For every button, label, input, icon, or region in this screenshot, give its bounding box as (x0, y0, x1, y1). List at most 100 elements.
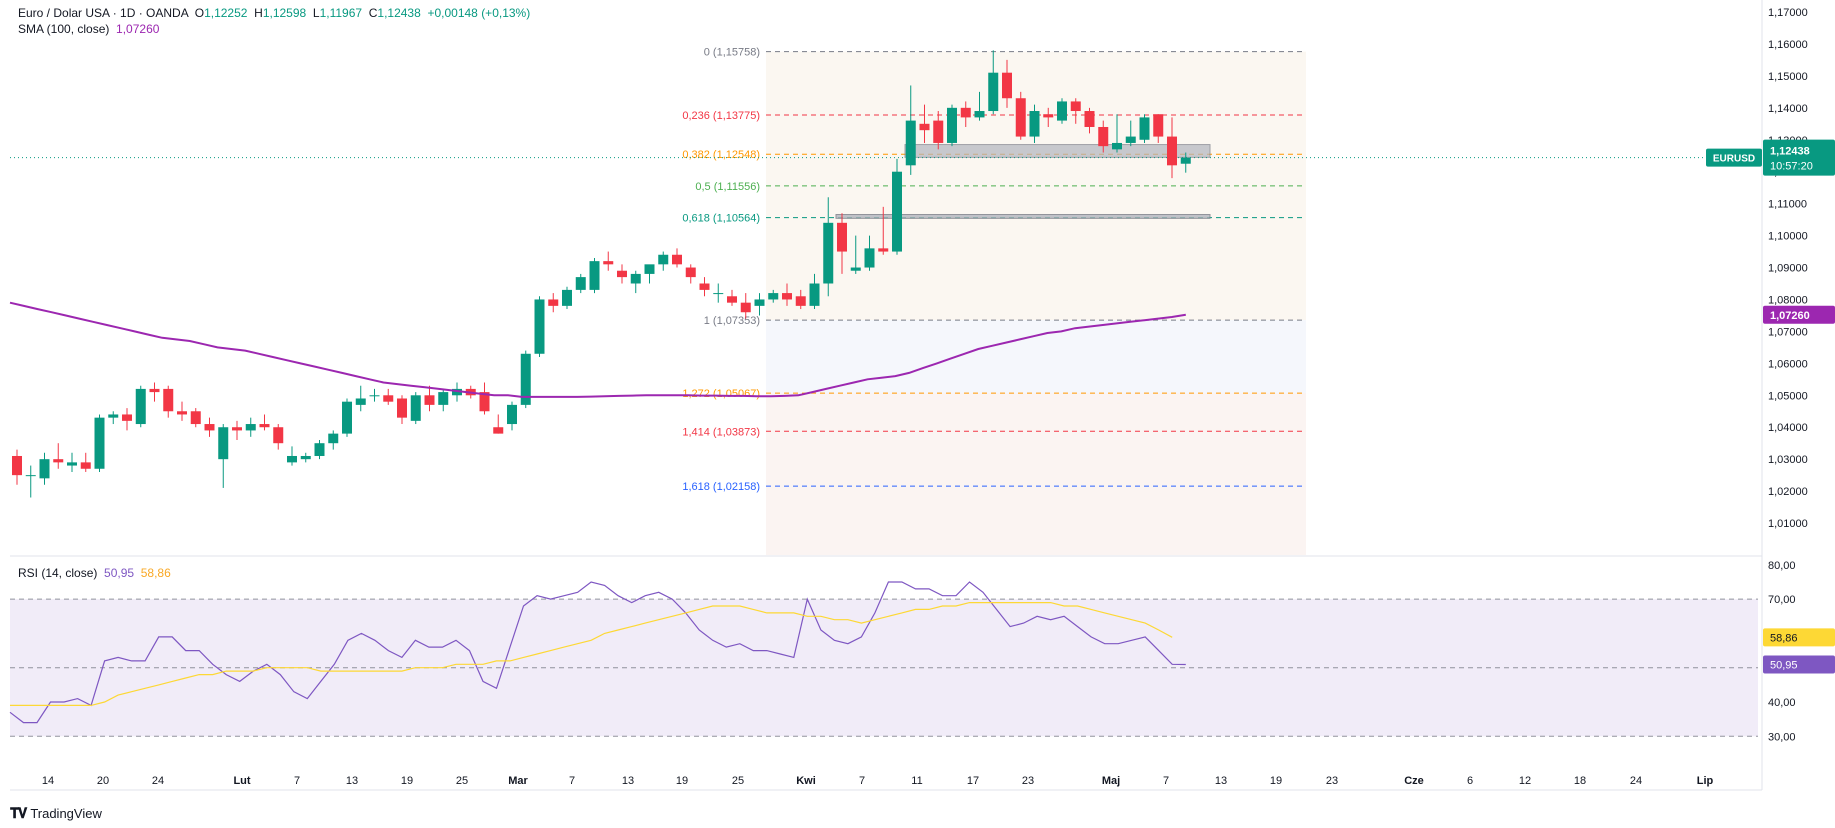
candle-body (1098, 126, 1109, 147)
support-zone-box (904, 144, 1211, 158)
candle-body (12, 455, 22, 476)
low-value: 1,11967 (319, 6, 363, 20)
candle-body (947, 107, 957, 143)
candle-body (1167, 136, 1177, 166)
candle-body (163, 388, 174, 412)
time-axis-label: 14 (42, 775, 54, 787)
time-axis-label: Mar (508, 775, 528, 787)
time-axis-label: Lut (233, 775, 250, 787)
fib-level-label: 1,414 (1,03873) (682, 426, 760, 438)
candle-body (135, 388, 146, 425)
time-axis-label: 24 (152, 775, 164, 787)
candle-body (122, 414, 132, 421)
candle-body (933, 120, 944, 143)
candle-body (658, 254, 669, 265)
candle-body (1057, 101, 1067, 121)
time-axis-label: 20 (97, 775, 109, 787)
candle-body (562, 289, 572, 306)
candle-body (149, 388, 160, 393)
candle-body (960, 107, 971, 118)
rsi-ma-value: 58,86 (140, 566, 171, 580)
candle-body (438, 392, 449, 405)
time-axis-label: 19 (1270, 775, 1282, 787)
candle-body (617, 270, 627, 278)
time-axis-label: 12 (1519, 775, 1531, 787)
tradingview-icon: 𝐓𝐕 (10, 805, 27, 821)
candle-body (1043, 114, 1054, 118)
candle-body (988, 72, 999, 112)
candle-body (837, 222, 847, 252)
price-axis-tick: 1,15000 (1768, 71, 1808, 83)
candle-body (1084, 111, 1095, 127)
candle-body (685, 267, 696, 278)
price-axis-tick: 1,08000 (1768, 294, 1808, 306)
price-axis-tick: 1,06000 (1768, 358, 1808, 370)
rsi-ma-badge-value: 58,86 (1770, 632, 1798, 644)
time-axis-label: 17 (967, 775, 979, 787)
candle-body (1029, 111, 1040, 137)
candle-body (369, 395, 380, 397)
candle-body (644, 264, 655, 274)
candle-body (630, 273, 641, 284)
candle-body (1112, 142, 1122, 150)
candle-body (80, 462, 91, 469)
candle-body (1070, 101, 1081, 112)
candle-body (864, 248, 875, 268)
time-axis-label: 19 (401, 775, 413, 787)
high-value: 1,12598 (262, 6, 307, 20)
change-value: +0,00148 (+0,13%) (427, 6, 531, 20)
rsi-line (9, 581, 1186, 724)
rsi-axis-tick: 30,00 (1768, 731, 1796, 743)
candle-body (39, 459, 50, 479)
candle-body (699, 283, 710, 290)
candle-body (53, 459, 64, 463)
price-axis-tick: 1,16000 (1768, 39, 1808, 51)
rsi-label: RSI (14, close) (18, 566, 98, 580)
fib-level-label: 0 (1,15758) (704, 47, 760, 59)
price-badge-countdown: 10:57:20 (1770, 161, 1813, 173)
candle-body (727, 296, 737, 303)
rsi-value: 50,95 (104, 566, 135, 580)
price-axis-tick: 1,07000 (1768, 326, 1808, 338)
price-axis-tick: 1,05000 (1768, 390, 1808, 402)
symbol-badge-label: EURUSD (1713, 154, 1755, 165)
rsi-ma-badge (1763, 628, 1835, 647)
candle-body (1180, 157, 1191, 164)
candle-body (25, 475, 36, 477)
time-axis-label: 25 (456, 775, 468, 787)
candle-body (245, 424, 256, 431)
price-axis-tick: 1,04000 (1768, 422, 1808, 434)
time-axis-label: 11 (911, 775, 922, 787)
candle-body (190, 411, 201, 425)
time-axis-label: 13 (1215, 775, 1227, 787)
candle-body (328, 433, 339, 444)
rsi-badge-value: 50,95 (1770, 659, 1798, 671)
candle-body (493, 427, 504, 434)
candle-body (1015, 98, 1026, 137)
candle-body (1153, 114, 1164, 137)
candle-body (905, 120, 916, 166)
candle-body (1125, 136, 1136, 143)
candle-body (383, 395, 394, 402)
candle-body (314, 443, 325, 456)
low-label: L (312, 6, 320, 20)
candle-body (878, 248, 889, 252)
rsi-axis-tick: 40,00 (1768, 697, 1796, 709)
candle-body (273, 427, 284, 444)
candle-body (94, 417, 105, 469)
price-axis-tick: 1,01000 (1768, 518, 1808, 530)
rsi-axis-tick: 70,00 (1768, 594, 1796, 606)
candle-body (575, 277, 586, 290)
candle-body (342, 401, 352, 434)
price-badge-value: 1,12438 (1770, 146, 1810, 158)
tradingview-logo[interactable]: 𝐓𝐕 TradingView (10, 805, 102, 822)
fib-level-label: 0,5 (1,11556) (695, 181, 760, 193)
rsi-ma-line (10, 602, 1173, 706)
symbol-legend: Euro / Dolar USA · 1D · OANDA O1,12252 H… (18, 5, 530, 21)
fib-level-label: 1 (1,07353) (704, 315, 760, 327)
fib-level-label: 0,618 (1,10564) (682, 213, 760, 225)
rsi-axis-tick: 80,00 (1768, 560, 1796, 572)
time-axis-label: Kwi (796, 775, 816, 787)
candle-body (534, 299, 545, 354)
